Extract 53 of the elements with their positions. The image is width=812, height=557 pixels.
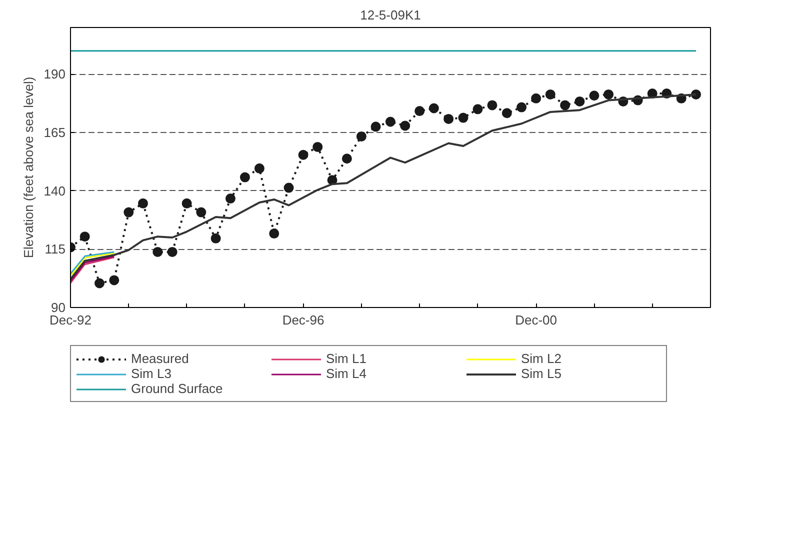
x-tick-label: Dec-96 [282,312,324,328]
point [342,154,352,164]
point [589,90,600,101]
legend-label: Ground Surface [131,381,224,396]
point [225,194,236,204]
point [604,89,614,100]
point [269,228,280,239]
point [210,233,221,244]
point [109,275,120,286]
x-tick-label: Dec-00 [515,312,558,328]
point [94,278,104,288]
point [284,182,294,193]
point [298,150,308,160]
point [428,103,439,114]
point [80,232,90,242]
point [400,120,410,131]
legend-label: Measured [131,351,190,366]
y-axis-title: Elevation (feet above sea level) [20,76,36,258]
point [152,246,163,257]
point [124,207,134,218]
y-tick-label: 140 [44,183,66,198]
y-tick-label: 190 [44,66,66,82]
point [196,207,206,218]
point [531,93,542,104]
point [560,100,570,110]
point [444,114,454,124]
point [545,89,556,100]
point [356,131,366,142]
point [414,106,425,116]
point [516,102,527,112]
point [385,116,396,127]
point [240,172,250,182]
point [487,100,498,110]
y-tick-label: 115 [44,242,66,257]
point [370,122,381,132]
y-tick-label: 165 [44,125,66,140]
legend-label: Sim L4 [326,366,368,381]
point [472,104,483,114]
point [312,142,323,152]
chart-title: 12-5-09K1 [360,8,421,22]
legend-label: Sim L1 [326,351,368,366]
x-tick-label: Dec-92 [50,312,92,328]
point [167,246,178,257]
point [254,163,264,174]
legend-label: Sim L3 [131,366,172,381]
point [502,108,512,118]
y-tick-label: 90 [51,300,66,315]
point [458,112,468,123]
point [182,198,192,208]
legend-label: Sim L5 [521,366,562,381]
legend-label: Sim L2 [521,351,562,366]
point [138,198,148,208]
point [574,96,585,106]
